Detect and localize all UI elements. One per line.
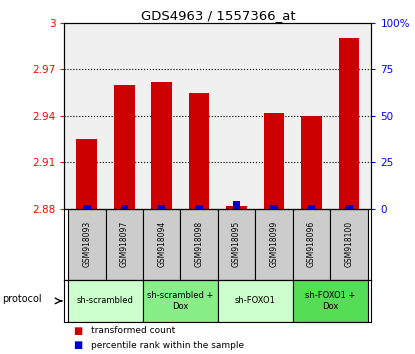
Text: GSM918100: GSM918100 — [344, 221, 354, 267]
Bar — [151, 82, 172, 209]
Bar — [233, 201, 240, 209]
Bar — [120, 205, 128, 209]
Text: GSM918099: GSM918099 — [270, 221, 278, 267]
Text: GSM918095: GSM918095 — [232, 221, 241, 267]
Text: GSM918096: GSM918096 — [307, 221, 316, 267]
Bar — [330, 209, 368, 280]
Bar — [83, 205, 90, 209]
Bar — [264, 113, 284, 209]
Bar — [189, 93, 210, 209]
Bar — [195, 205, 203, 209]
Text: sh-FOXO1 +
Dox: sh-FOXO1 + Dox — [305, 291, 355, 310]
Bar — [76, 139, 97, 209]
Bar — [339, 39, 359, 209]
Bar — [68, 209, 105, 280]
Text: GSM918093: GSM918093 — [82, 221, 91, 267]
Bar — [226, 206, 247, 209]
Bar — [143, 280, 218, 322]
Text: transformed count: transformed count — [91, 326, 176, 336]
Text: GSM918097: GSM918097 — [120, 221, 129, 267]
Bar — [181, 209, 218, 280]
Text: GSM918098: GSM918098 — [195, 221, 204, 267]
Bar — [158, 205, 166, 209]
Bar — [218, 280, 293, 322]
Bar — [255, 209, 293, 280]
Bar — [143, 209, 181, 280]
Bar — [105, 209, 143, 280]
Text: ■: ■ — [73, 326, 82, 336]
Bar — [345, 205, 353, 209]
Bar — [68, 280, 143, 322]
Bar — [308, 205, 315, 209]
Title: GDS4963 / 1557366_at: GDS4963 / 1557366_at — [141, 9, 295, 22]
Text: ■: ■ — [73, 340, 82, 350]
Bar — [270, 205, 278, 209]
Bar — [293, 209, 330, 280]
Text: protocol: protocol — [2, 294, 42, 304]
Text: sh-FOXO1: sh-FOXO1 — [235, 296, 276, 306]
Bar — [293, 280, 368, 322]
Bar — [218, 209, 255, 280]
Text: sh-scrambled: sh-scrambled — [77, 296, 134, 306]
Text: sh-scrambled +
Dox: sh-scrambled + Dox — [147, 291, 214, 310]
Bar — [301, 116, 322, 209]
Text: GSM918094: GSM918094 — [157, 221, 166, 267]
Bar — [114, 85, 134, 209]
Text: percentile rank within the sample: percentile rank within the sample — [91, 341, 244, 350]
